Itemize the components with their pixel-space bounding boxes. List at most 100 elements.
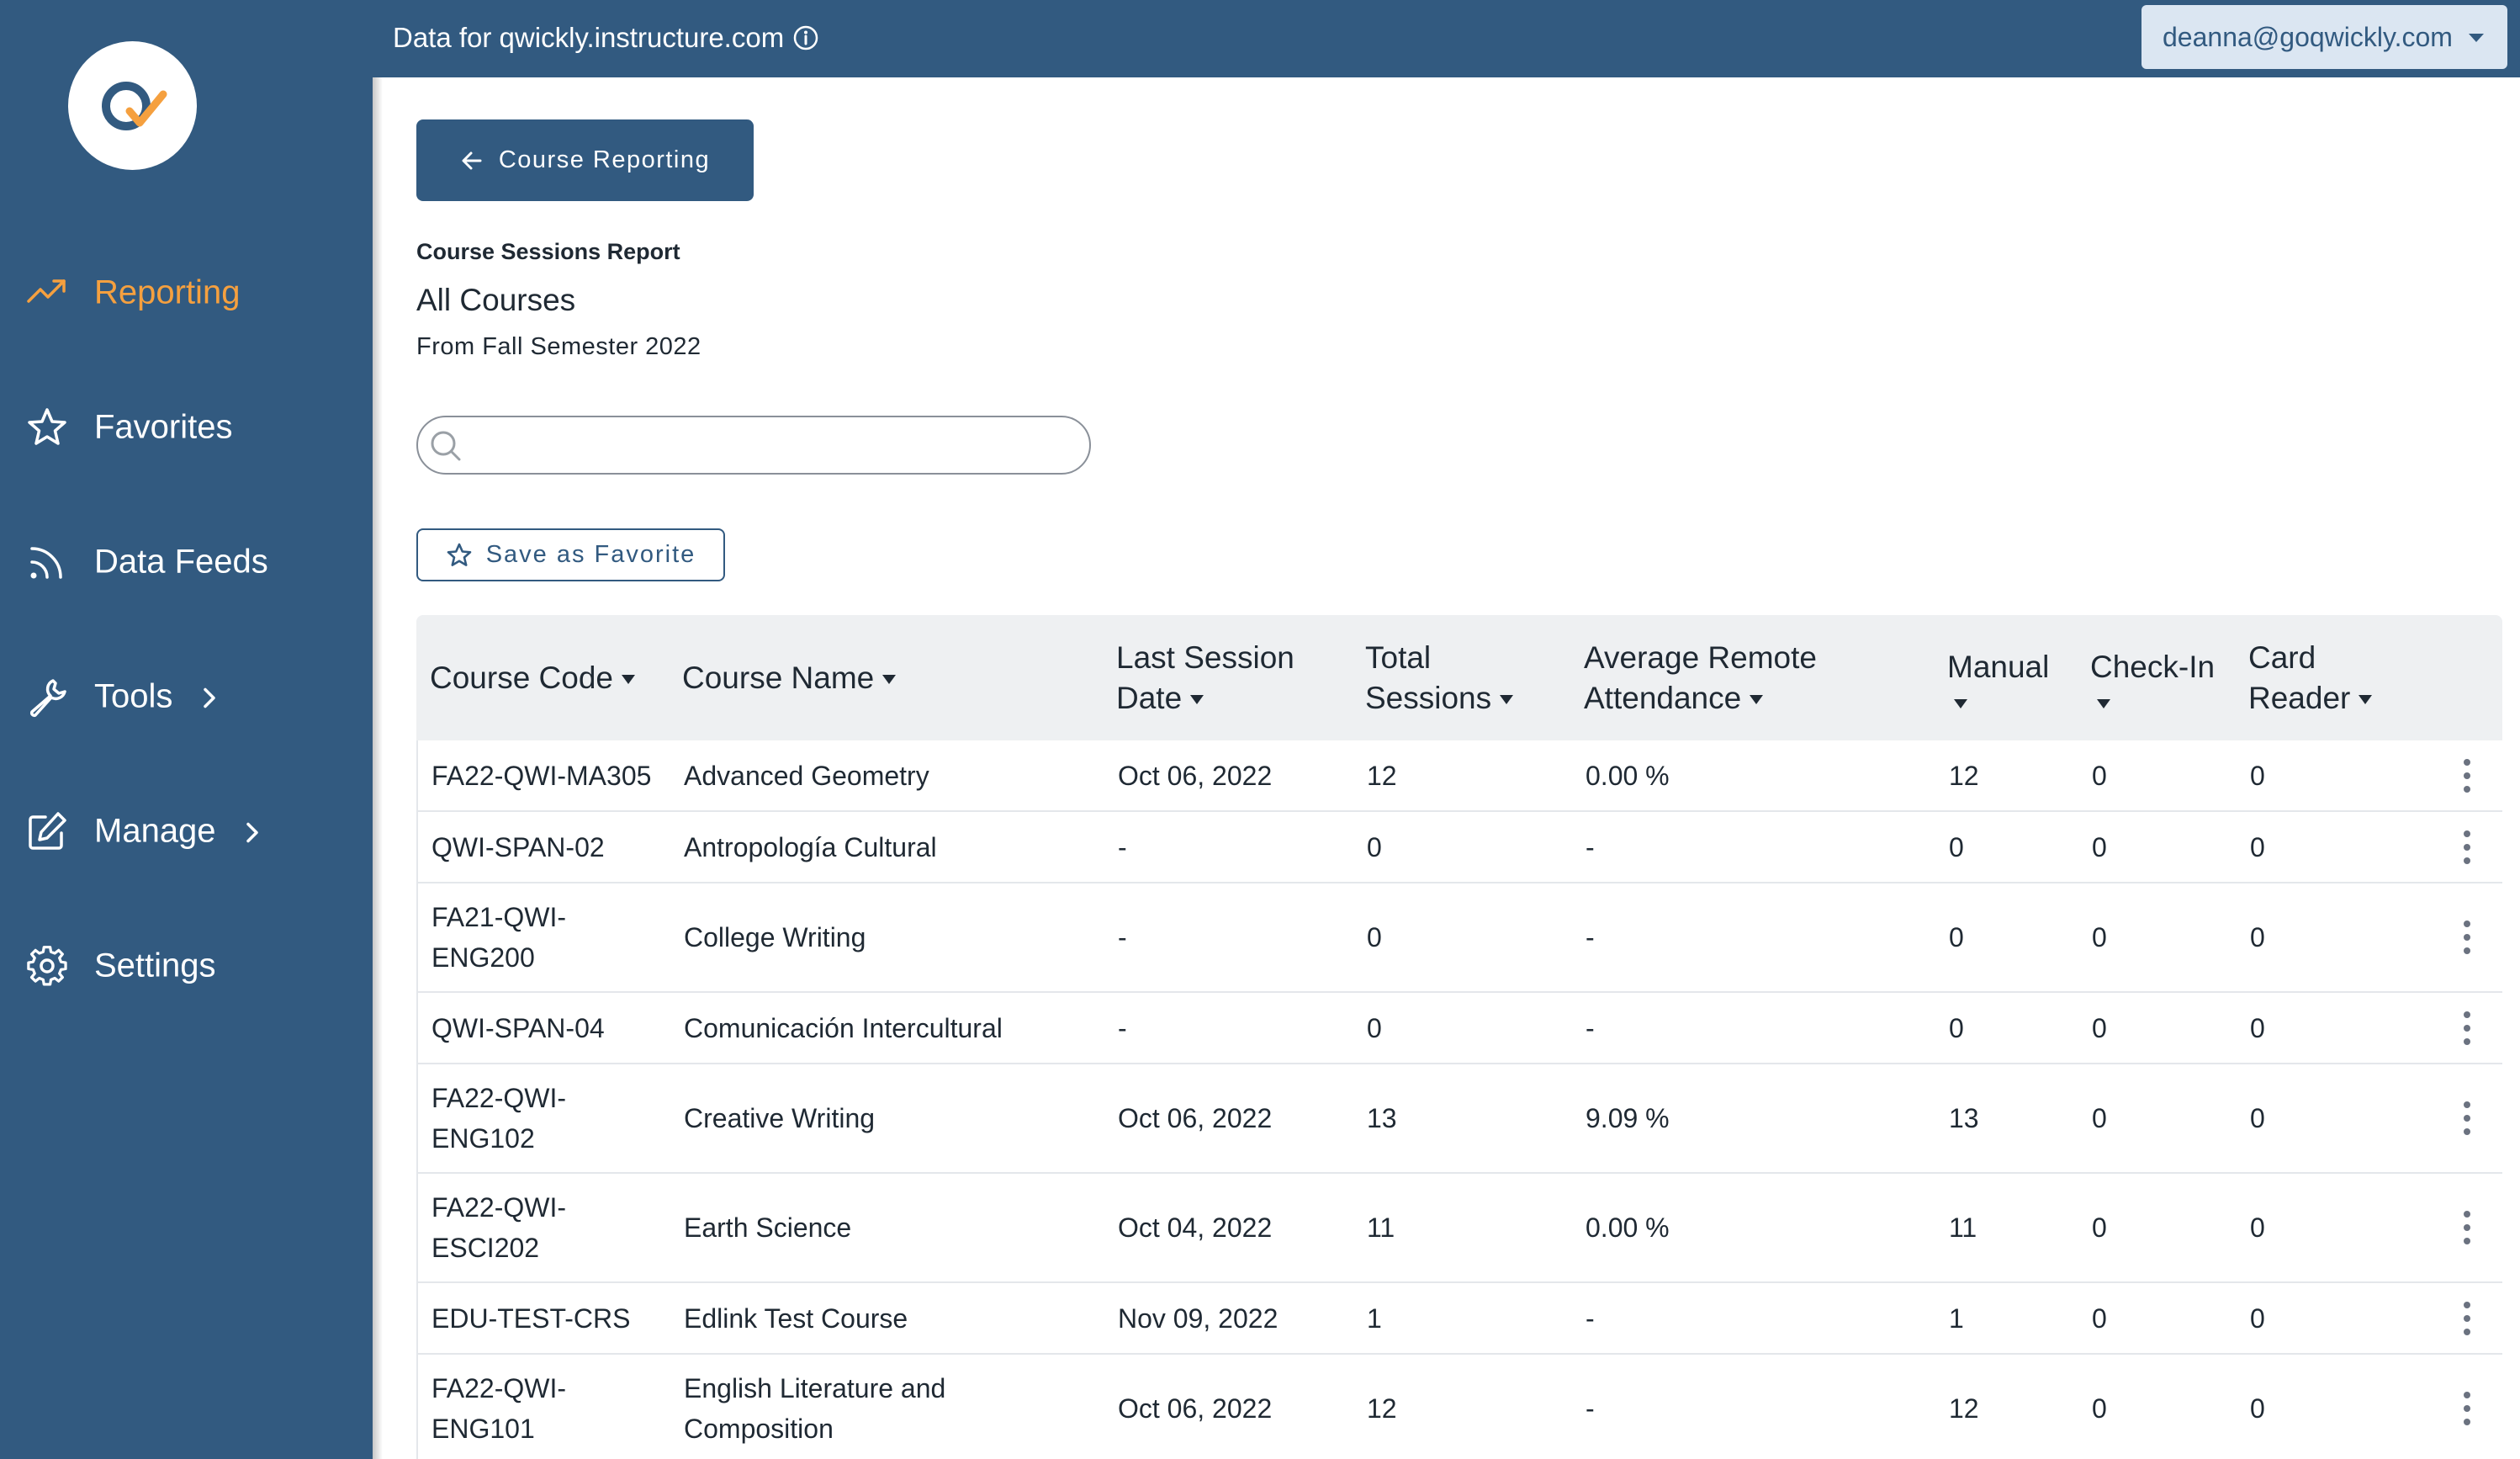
sort-caret-icon bbox=[2097, 699, 2110, 708]
cell-manual: 1 bbox=[1949, 1302, 1964, 1334]
row-actions-kebab-icon[interactable] bbox=[2456, 1301, 2478, 1335]
row-actions-kebab-icon[interactable] bbox=[2456, 920, 2478, 954]
sort-caret-icon bbox=[1954, 699, 1967, 708]
cell-check-in: 0 bbox=[2092, 1012, 2107, 1043]
table-row: FA22-QWI-ESCI202 Earth Science Oct 04, 2… bbox=[416, 1174, 2502, 1283]
cell-course-name: Edlink Test Course bbox=[684, 1302, 908, 1334]
sidebar-item-label: Favorites bbox=[94, 408, 233, 446]
course-reporting-back-button[interactable]: Course Reporting bbox=[416, 119, 754, 201]
cell-course-code: FA22-QWI-ENG102 bbox=[431, 1083, 567, 1154]
column-header-course-name[interactable]: Course Name bbox=[682, 615, 1103, 740]
info-icon[interactable] bbox=[792, 24, 819, 51]
table-row: FA21-QWI-ENG200 College Writing - 0 - 0 … bbox=[416, 883, 2502, 993]
table-row: EDU-TEST-CRS Edlink Test Course Nov 09, … bbox=[416, 1283, 2502, 1355]
cell-card-reader: 0 bbox=[2250, 1012, 2265, 1043]
row-actions-kebab-icon[interactable] bbox=[2456, 1011, 2478, 1045]
sort-caret-icon bbox=[882, 675, 897, 685]
cell-last-session-date: Oct 06, 2022 bbox=[1118, 760, 1273, 791]
sidebar-item-tools[interactable]: Tools bbox=[0, 663, 373, 730]
sidebar-item-data-feeds[interactable]: Data Feeds bbox=[0, 528, 373, 596]
table-body: FA22-QWI-MA305 Advanced Geometry Oct 06,… bbox=[416, 740, 2502, 1459]
cell-total-sessions: 13 bbox=[1367, 1103, 1397, 1133]
column-header-check-in[interactable]: Check-In bbox=[2090, 615, 2233, 740]
edit-icon bbox=[29, 812, 66, 850]
cell-card-reader: 0 bbox=[2250, 1302, 2265, 1334]
cell-check-in: 0 bbox=[2092, 831, 2107, 862]
user-menu-button[interactable]: deanna@goqwickly.com bbox=[2141, 5, 2507, 69]
cell-total-sessions: 12 bbox=[1367, 1393, 1397, 1424]
cell-course-code: FA21-QWI-ENG200 bbox=[431, 902, 567, 973]
save-as-favorite-button[interactable]: Save as Favorite bbox=[416, 528, 725, 581]
user-email: deanna@goqwickly.com bbox=[2163, 21, 2453, 52]
row-actions-kebab-icon[interactable] bbox=[2456, 1101, 2478, 1135]
cell-course-code: QWI-SPAN-04 bbox=[431, 1012, 605, 1043]
sidebar-item-label: Tools bbox=[94, 677, 173, 715]
sort-caret-icon bbox=[2359, 695, 2373, 705]
sort-caret-icon bbox=[622, 675, 636, 685]
star-icon bbox=[28, 408, 66, 445]
gear-icon bbox=[27, 946, 67, 986]
cell-total-sessions: 0 bbox=[1367, 1012, 1382, 1043]
cell-average-remote-attendance: - bbox=[1586, 1302, 1595, 1334]
cell-manual: 13 bbox=[1949, 1103, 1979, 1133]
cell-course-code: FA22-QWI-ESCI202 bbox=[431, 1192, 567, 1263]
chevron-right-icon bbox=[203, 688, 215, 708]
cell-last-session-date: - bbox=[1118, 922, 1127, 952]
column-header-course-code[interactable]: Course Code bbox=[430, 615, 674, 740]
cell-manual: 11 bbox=[1949, 1212, 1977, 1243]
row-actions-kebab-icon[interactable] bbox=[2456, 758, 2478, 793]
column-header-last-session-date[interactable]: Last Session Date bbox=[1116, 639, 1294, 715]
cell-check-in: 0 bbox=[2092, 1302, 2107, 1334]
caret-down-icon bbox=[2469, 34, 2484, 42]
cell-last-session-date: Oct 06, 2022 bbox=[1118, 1393, 1273, 1424]
cell-total-sessions: 0 bbox=[1367, 831, 1382, 862]
row-actions-kebab-icon[interactable] bbox=[2456, 1211, 2478, 1244]
column-header-total-sessions[interactable]: Total Sessions bbox=[1365, 615, 1533, 740]
sidebar-item-manage[interactable]: Manage bbox=[0, 798, 373, 865]
cell-average-remote-attendance: 0.00 % bbox=[1586, 760, 1670, 791]
table-row: FA22-QWI-ENG102 Creative Writing Oct 06,… bbox=[416, 1064, 2502, 1174]
trending-up-icon bbox=[27, 279, 66, 303]
data-source-text: Data for qwickly.instructure.com bbox=[393, 22, 819, 54]
sort-caret-icon bbox=[1500, 695, 1514, 705]
cell-last-session-date: Oct 06, 2022 bbox=[1118, 1103, 1273, 1133]
cell-card-reader: 0 bbox=[2250, 922, 2265, 952]
report-title: All Courses bbox=[416, 283, 576, 317]
table-row: QWI-SPAN-04 Comunicación Intercultural -… bbox=[416, 993, 2502, 1064]
search-input[interactable] bbox=[469, 424, 1074, 466]
cell-total-sessions: 1 bbox=[1367, 1302, 1382, 1334]
sidebar-item-label: Manage bbox=[94, 812, 216, 850]
report-type-label: Course Sessions Report bbox=[416, 239, 680, 264]
cell-manual: 12 bbox=[1949, 760, 1979, 791]
cell-manual: 0 bbox=[1949, 922, 1964, 952]
cell-total-sessions: 11 bbox=[1367, 1212, 1395, 1243]
cell-last-session-date: - bbox=[1118, 1012, 1127, 1043]
column-header-manual[interactable]: Manual bbox=[1947, 615, 2065, 740]
cell-manual: 0 bbox=[1949, 831, 1964, 862]
cell-check-in: 0 bbox=[2092, 1103, 2107, 1133]
cell-course-code: QWI-SPAN-02 bbox=[431, 831, 605, 862]
arrow-left-icon bbox=[462, 151, 482, 169]
cell-average-remote-attendance: 9.09 % bbox=[1586, 1103, 1670, 1133]
row-actions-kebab-icon[interactable] bbox=[2456, 1392, 2478, 1425]
cell-average-remote-attendance: - bbox=[1586, 922, 1595, 952]
logo-icon bbox=[101, 81, 167, 130]
sidebar-item-settings[interactable]: Settings bbox=[0, 932, 373, 1000]
back-button-label: Course Reporting bbox=[498, 146, 711, 173]
star-icon bbox=[447, 543, 471, 566]
cell-card-reader: 0 bbox=[2250, 1103, 2265, 1133]
cell-course-code: FA22-QWI-ENG101 bbox=[431, 1373, 567, 1444]
column-header-card-reader[interactable]: Card Reader bbox=[2248, 615, 2391, 740]
cell-last-session-date: Nov 09, 2022 bbox=[1118, 1302, 1279, 1334]
chevron-right-icon bbox=[246, 823, 258, 843]
sort-caret-icon bbox=[1750, 695, 1764, 705]
cell-average-remote-attendance: - bbox=[1586, 1012, 1595, 1043]
qwickly-logo[interactable] bbox=[68, 41, 197, 170]
cell-check-in: 0 bbox=[2092, 760, 2107, 791]
row-actions-kebab-icon[interactable] bbox=[2456, 830, 2478, 864]
column-header-average-remote-attendance[interactable]: Average Remote Attendance bbox=[1584, 639, 1817, 715]
sidebar-item-reporting[interactable]: Reporting bbox=[0, 259, 373, 326]
top-bar: Data for qwickly.instructure.com deanna@… bbox=[373, 0, 2520, 77]
sidebar-item-favorites[interactable]: Favorites bbox=[0, 394, 373, 461]
